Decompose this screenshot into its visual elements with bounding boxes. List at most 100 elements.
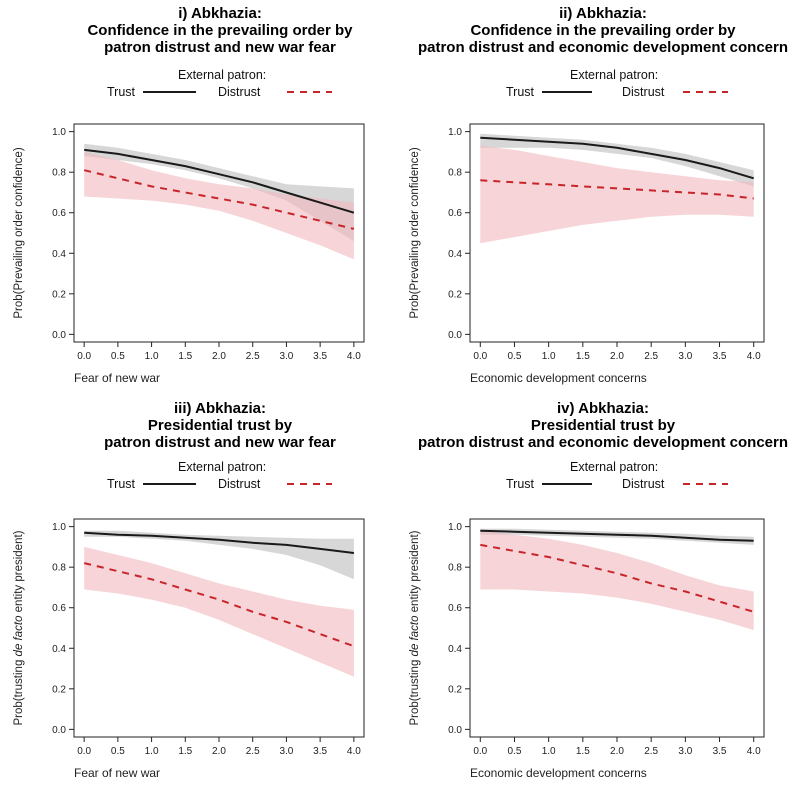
x-tick-label: 2.5 — [246, 746, 260, 757]
x-tick-label: 0.5 — [111, 746, 125, 757]
x-tick-label: 3.0 — [279, 351, 293, 362]
y-tick-label: 0.6 — [448, 603, 462, 614]
y-tick-label: 0.8 — [448, 563, 462, 574]
x-axis-label: Fear of new war — [74, 766, 160, 780]
x-tick-label: 0.0 — [473, 351, 487, 362]
y-tick-label: 0.2 — [52, 684, 66, 695]
x-tick-label: 1.5 — [576, 351, 590, 362]
x-tick-label: 2.0 — [610, 746, 624, 757]
panel-1: i) Abkhazia:Confidence in the prevailing… — [13, 5, 365, 385]
x-tick-label: 1.0 — [542, 351, 556, 362]
legend-title: External patron: — [570, 460, 658, 474]
legend-trust-label: Trust — [506, 85, 535, 99]
x-tick-label: 1.0 — [145, 351, 159, 362]
panel-title-line: ii) Abkhazia: — [559, 5, 647, 22]
x-tick-label: 1.5 — [178, 351, 192, 362]
x-axis-label: Economic development concerns — [470, 766, 647, 780]
x-tick-label: 0.5 — [508, 351, 522, 362]
x-tick-label: 0.5 — [508, 746, 522, 757]
series-line-trust — [84, 531, 355, 554]
panel-title-line: iii) Abkhazia: — [174, 400, 266, 417]
x-axis-label: Economic development concerns — [470, 371, 647, 385]
series-line-trust — [480, 529, 754, 542]
legend-distrust-label: Distrust — [218, 85, 261, 99]
x-tick-label: 3.0 — [279, 746, 293, 757]
y-tick-label: 0.4 — [448, 644, 462, 655]
y-tick-label: 1.0 — [52, 522, 66, 533]
ci-band-distrust — [480, 530, 754, 630]
panel-title-line: patron distrust and new war fear — [104, 434, 336, 451]
series-line-trust — [480, 136, 754, 180]
y-tick-label: 0.4 — [448, 249, 462, 260]
legend-trust-label: Trust — [506, 477, 535, 491]
legend-distrust-label: Distrust — [622, 85, 665, 99]
x-tick-label: 3.0 — [678, 746, 692, 757]
x-tick-label: 2.5 — [644, 746, 658, 757]
y-tick-label: 0.6 — [448, 208, 462, 219]
series-line-distrust — [83, 562, 355, 648]
ci-band-trust — [480, 133, 754, 187]
x-tick-label: 1.0 — [542, 746, 556, 757]
ci-band-distrust — [84, 151, 354, 260]
legend-title: External patron: — [178, 460, 266, 474]
x-tick-label: 4.0 — [747, 746, 761, 757]
x-tick-label: 3.5 — [713, 351, 727, 362]
panel-title-line: Presidential trust by — [531, 417, 676, 434]
panel-title-line: patron distrust and economic development… — [418, 39, 788, 56]
y-axis-label: Prob(trusting de facto entity president) — [13, 530, 25, 725]
panel-3: iii) Abkhazia:Presidential trust bypatro… — [13, 400, 365, 780]
legend-distrust-label: Distrust — [218, 477, 261, 491]
panel-title-line: Presidential trust by — [148, 417, 293, 434]
ci-band-distrust — [84, 546, 354, 677]
y-tick-label: 0.0 — [52, 330, 66, 341]
panel-title-line: Confidence in the prevailing order by — [470, 22, 736, 39]
x-tick-label: 2.0 — [212, 746, 226, 757]
y-tick-label: 1.0 — [448, 522, 462, 533]
y-tick-label: 0.2 — [52, 289, 66, 300]
x-tick-label: 2.5 — [246, 351, 260, 362]
x-tick-label: 0.0 — [77, 746, 91, 757]
legend-trust-label: Trust — [107, 85, 136, 99]
panel-title-line: i) Abkhazia: — [178, 5, 262, 22]
panel-title-line: patron distrust and economic development… — [418, 434, 788, 451]
x-tick-label: 4.0 — [747, 351, 761, 362]
panel-title-line: patron distrust and new war fear — [104, 39, 336, 56]
y-tick-label: 0.0 — [448, 725, 462, 736]
y-tick-label: 0.2 — [448, 289, 462, 300]
x-tick-label: 3.0 — [678, 351, 692, 362]
panel-title-line: Confidence in the prevailing order by — [87, 22, 353, 39]
y-axis-label: Prob(Prevailing order confidence) — [409, 147, 421, 318]
x-tick-label: 3.5 — [713, 746, 727, 757]
x-tick-label: 2.5 — [644, 351, 658, 362]
legend-title: External patron: — [178, 68, 266, 82]
y-tick-label: 0.4 — [52, 249, 66, 260]
x-tick-label: 0.5 — [111, 351, 125, 362]
series-line-trust — [84, 148, 355, 214]
y-tick-label: 0.0 — [52, 725, 66, 736]
y-tick-label: 0.6 — [52, 603, 66, 614]
y-tick-label: 0.8 — [52, 563, 66, 574]
x-tick-label: 1.0 — [145, 746, 159, 757]
x-tick-label: 2.0 — [610, 351, 624, 362]
y-tick-label: 0.8 — [52, 168, 66, 179]
y-tick-label: 1.0 — [52, 127, 66, 138]
x-tick-label: 2.0 — [212, 351, 226, 362]
legend-title: External patron: — [570, 68, 658, 82]
x-tick-label: 3.5 — [313, 351, 327, 362]
x-axis-label: Fear of new war — [74, 371, 160, 385]
panel-4: iv) Abkhazia:Presidential trust bypatron… — [409, 400, 788, 780]
x-tick-label: 3.5 — [313, 746, 327, 757]
panel-2: ii) Abkhazia:Confidence in the prevailin… — [409, 5, 788, 385]
x-tick-label: 1.5 — [576, 746, 590, 757]
ci-band-distrust — [480, 145, 754, 244]
y-tick-label: 0.2 — [448, 684, 462, 695]
x-tick-label: 4.0 — [347, 746, 361, 757]
x-tick-label: 0.0 — [473, 746, 487, 757]
y-tick-label: 0.0 — [448, 330, 462, 341]
y-tick-label: 0.8 — [448, 168, 462, 179]
legend-distrust-label: Distrust — [622, 477, 665, 491]
panel-title-line: iv) Abkhazia: — [557, 400, 649, 417]
y-tick-label: 0.4 — [52, 644, 66, 655]
legend-trust-label: Trust — [107, 477, 136, 491]
